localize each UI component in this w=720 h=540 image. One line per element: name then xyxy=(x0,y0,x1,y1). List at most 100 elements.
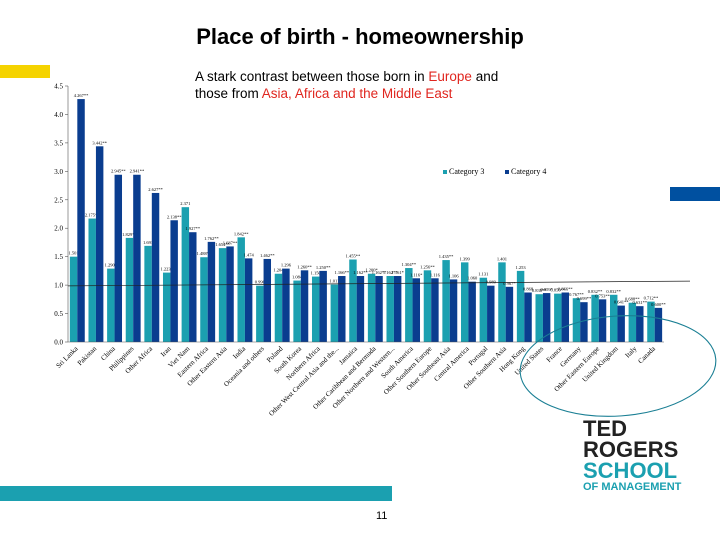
logo-line-rogers: ROGERS xyxy=(583,437,679,462)
data-label-category-4-other-southeast-asia: 1.106 xyxy=(448,273,459,278)
data-label-category-4-germany: 0.699** xyxy=(577,296,592,301)
bar-category-3-iran xyxy=(162,272,171,342)
y-tick-label: 0.0 xyxy=(54,339,63,347)
yellow-accent-bar xyxy=(0,65,50,78)
category-label-pakistan: Pakistan xyxy=(76,344,99,367)
bar-category-3-south-korea xyxy=(293,280,301,342)
data-label-category-3-poland: 1.204 xyxy=(273,268,284,273)
data-label-category-4-jamaica: 1.162** xyxy=(353,270,368,275)
category-label-iran: Iran xyxy=(159,344,173,358)
logo-line-ted: TED xyxy=(583,416,627,441)
data-label-category-3-other-caribbean-and-bermuda: 1.200* xyxy=(365,268,378,273)
data-label-category-3-south-america: 1.304** xyxy=(402,262,417,267)
data-label-category-3-other-west-central-asia-and-the: 1.011 xyxy=(329,279,339,284)
bar-category-4-india xyxy=(244,258,253,342)
bar-category-3-philippines xyxy=(125,237,134,342)
slide-subtitle: A stark contrast between those born in E… xyxy=(195,68,498,102)
logo-line-school: SCHOOL xyxy=(583,458,678,483)
bar-category-4-eastern-africa xyxy=(207,241,216,342)
ted-rogers-logo: TED ROGERS SCHOOL OF MANAGEMENT xyxy=(583,418,703,494)
bar-category-3-other-africa xyxy=(144,245,152,342)
bar-category-4-other-west-central-asia-and-the xyxy=(338,276,346,342)
data-label-category-4-south-america: 1.116* xyxy=(410,272,423,277)
data-label-category-3-eastern-africa: 1.488** xyxy=(197,251,212,256)
bar-category-3-other-northern-and-western xyxy=(386,276,394,342)
bar-category-4-other-eastern-europe xyxy=(598,299,607,342)
y-tick-label: 0.5 xyxy=(54,310,63,318)
highlight-ellipse xyxy=(519,315,717,417)
bar-category-4-sri-lanka xyxy=(77,99,85,342)
data-label-category-4-other-eastern-asia: 1.687** xyxy=(223,240,238,245)
bar-category-3-eastern-africa xyxy=(200,257,208,342)
y-tick-label: 4.0 xyxy=(54,111,63,119)
bar-category-4-other-southern-asia xyxy=(505,286,514,342)
bar-category-4-south-america xyxy=(412,278,421,342)
bar-category-3-germany xyxy=(572,298,581,342)
data-label-category-3-other-eastern-europe: 0.832** xyxy=(588,289,603,294)
legend-label-category-4: Category 4 xyxy=(511,167,546,176)
bar-category-3-united-states xyxy=(535,294,543,342)
data-label-category-3-pakistan: 2.175** xyxy=(85,213,100,218)
bar-category-4-viet-nam xyxy=(189,232,197,342)
data-label-category-3-viet-nam: 2.371 xyxy=(180,201,190,206)
data-label-category-4-united-kingdom: 0.641** xyxy=(614,300,629,305)
data-label-category-3-south-korea: 1.084 xyxy=(292,275,303,280)
data-label-category-4-other-caribbean-and-bermuda: 1.162** xyxy=(372,270,387,275)
bar-category-3-other-west-central-asia-and-the xyxy=(330,284,339,342)
data-label-category-3-central-america: 1.399 xyxy=(460,256,471,261)
bar-category-4-italy xyxy=(636,306,644,342)
bar-category-3-pakistan xyxy=(88,218,96,342)
data-label-category-3-china: 1.290* xyxy=(105,263,118,268)
subtitle-line-1: A stark contrast between those born in E… xyxy=(195,68,498,85)
subtitle-highlight-europe: Europe xyxy=(428,69,472,84)
bar-category-3-india xyxy=(237,237,245,342)
data-label-category-3-france: 0.850** xyxy=(551,288,566,293)
bar-category-3-sri-lanka xyxy=(69,256,78,342)
bar-category-4-hong-kong xyxy=(524,292,532,342)
bar-category-3-other-caribbean-and-bermuda xyxy=(367,273,376,342)
data-label-category-4-united-states: 0.859* xyxy=(540,287,553,292)
bar-category-4-iran xyxy=(170,220,178,342)
category-label-india: India xyxy=(231,344,247,360)
bar-category-4-oceania-and-others xyxy=(263,258,272,342)
y-tick-label: 3.5 xyxy=(54,139,63,147)
bar-category-4-united-states xyxy=(542,293,551,342)
bar-category-4-united-kingdom xyxy=(617,305,625,342)
teal-footer-bar xyxy=(0,486,392,501)
data-label-category-4-china: 2.945** xyxy=(111,169,126,174)
bar-category-4-philippines xyxy=(133,174,141,342)
category-label-italy: Italy xyxy=(624,344,639,359)
subtitle-line-1-suffix: and xyxy=(471,69,499,84)
data-label-category-4-other-africa: 2.627** xyxy=(148,187,163,192)
data-label-category-3-other-southern-asia: 1.401 xyxy=(497,256,507,261)
bar-category-3-hong-kong xyxy=(516,270,525,342)
bar-category-4-northern-africa xyxy=(319,270,327,342)
bar-category-3-central-america xyxy=(460,262,469,342)
data-label-category-4-other-southern-asia: 0.967* xyxy=(503,281,516,286)
bar-category-3-canada xyxy=(647,301,655,342)
reference-line xyxy=(67,280,691,287)
bar-category-4-other-eastern-asia xyxy=(226,246,234,342)
bar-category-4-jamaica xyxy=(356,276,365,342)
bar-category-3-other-eastern-asia xyxy=(218,248,227,342)
bar-category-4-central-america xyxy=(468,281,476,342)
category-label-sri-lanka: Sri Lanka xyxy=(55,344,81,370)
bar-category-3-jamaica xyxy=(349,259,357,342)
blue-accent-bar xyxy=(670,187,720,201)
bar-category-4-canada xyxy=(654,307,663,342)
bar-category-4-germany xyxy=(580,302,588,342)
subtitle-highlight-regions: Asia, Africa and the Middle East xyxy=(261,86,453,101)
data-label-category-4-poland: 1.296 xyxy=(281,263,292,268)
bar-category-4-other-africa xyxy=(151,192,160,342)
bar-category-4-france xyxy=(561,292,570,342)
data-label-category-3-other-africa: 1.691 xyxy=(143,240,153,245)
data-label-category-4-oceania-and-others: 1.462** xyxy=(260,253,275,258)
data-label-category-3-india: 1.842** xyxy=(234,231,249,236)
data-label-category-3-jamaica: 1.455** xyxy=(346,254,361,259)
data-label-category-3-other-southeast-asia: 1.435** xyxy=(439,254,454,259)
bar-category-3-other-southeast-asia xyxy=(442,260,450,342)
data-label-category-3-philippines: 1.829** xyxy=(122,232,137,237)
category-label-canada: Canada xyxy=(637,344,658,365)
data-label-category-4-iran: 2.138** xyxy=(167,214,182,219)
